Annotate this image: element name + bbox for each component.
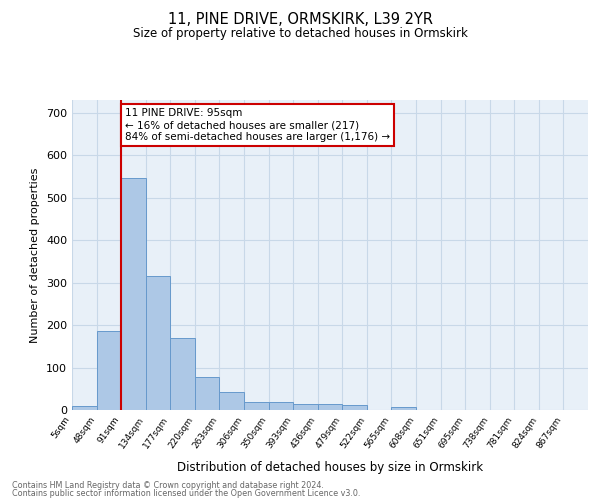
Bar	[72, 406, 97, 410]
Text: Contains HM Land Registry data © Crown copyright and database right 2024.: Contains HM Land Registry data © Crown c…	[12, 481, 324, 490]
Bar	[269, 402, 293, 410]
Bar	[170, 338, 195, 410]
Text: Size of property relative to detached houses in Ormskirk: Size of property relative to detached ho…	[133, 28, 467, 40]
Bar	[293, 404, 318, 410]
Text: Contains public sector information licensed under the Open Government Licence v3: Contains public sector information licen…	[12, 488, 361, 498]
Text: 11, PINE DRIVE, ORMSKIRK, L39 2YR: 11, PINE DRIVE, ORMSKIRK, L39 2YR	[167, 12, 433, 28]
X-axis label: Distribution of detached houses by size in Ormskirk: Distribution of detached houses by size …	[177, 461, 483, 474]
Text: 11 PINE DRIVE: 95sqm
← 16% of detached houses are smaller (217)
84% of semi-deta: 11 PINE DRIVE: 95sqm ← 16% of detached h…	[125, 108, 390, 142]
Bar	[220, 392, 244, 410]
Bar	[121, 178, 146, 410]
Bar	[146, 276, 170, 410]
Bar	[342, 405, 367, 410]
Bar	[391, 408, 416, 410]
Bar	[195, 378, 220, 410]
Bar	[244, 402, 269, 410]
Bar	[318, 404, 342, 410]
Bar	[97, 330, 121, 410]
Y-axis label: Number of detached properties: Number of detached properties	[31, 168, 40, 342]
